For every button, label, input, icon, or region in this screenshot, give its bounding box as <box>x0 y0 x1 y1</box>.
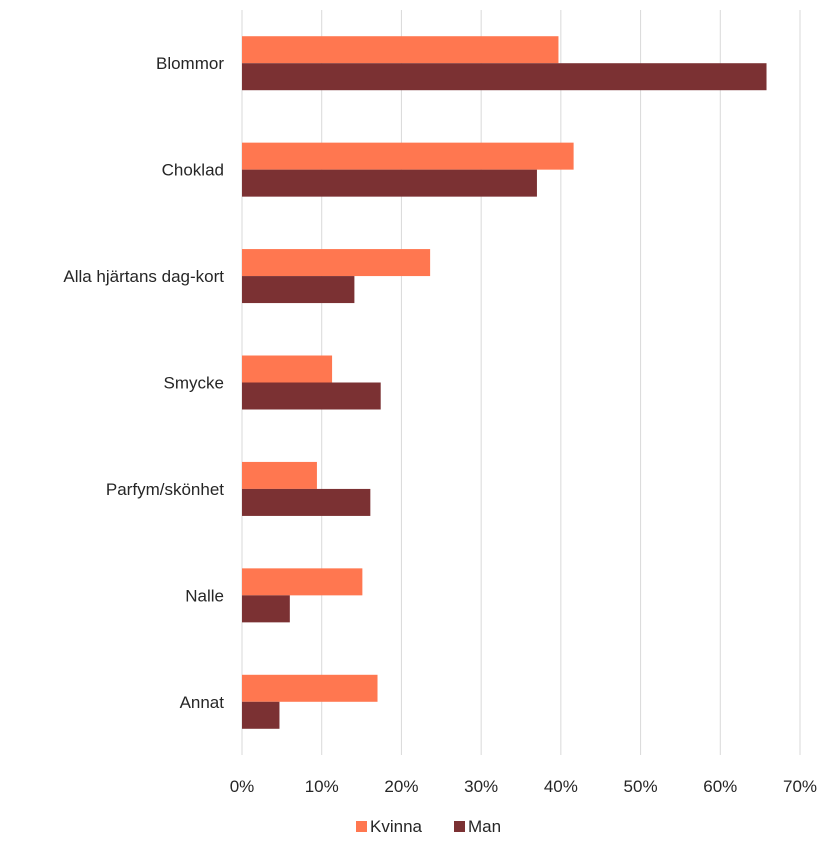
x-tick-label: 30% <box>464 777 498 796</box>
bar-man <box>242 63 767 91</box>
x-tick-label: 20% <box>384 777 418 796</box>
legend-label: Kvinna <box>370 817 423 836</box>
category-label: Smycke <box>164 374 224 393</box>
bar-man <box>242 276 355 304</box>
bar-kvinna <box>242 142 574 170</box>
x-tick-label: 70% <box>783 777 817 796</box>
legend-swatch <box>454 821 465 832</box>
bar-kvinna <box>242 36 559 64</box>
bar-kvinna <box>242 568 363 596</box>
gridlines <box>241 10 801 755</box>
x-tick-labels: 0% 10% 20% 30% 40% 50% 60% 70% <box>230 777 817 796</box>
bar-kvinna <box>242 461 317 489</box>
category-label: Alla hjärtans dag-kort <box>63 267 224 286</box>
bar-man <box>242 595 290 623</box>
x-tick-label: 50% <box>624 777 658 796</box>
x-tick-label: 0% <box>230 777 255 796</box>
legend: Kvinna Man <box>356 817 501 836</box>
bar-man <box>242 488 371 516</box>
x-tick-label: 10% <box>305 777 339 796</box>
x-tick-label: 60% <box>703 777 737 796</box>
legend-label: Man <box>468 817 501 836</box>
bars <box>242 36 767 729</box>
category-label: Annat <box>180 693 225 712</box>
category-labels: Blommor Choklad Alla hjärtans dag-kort Smyc… <box>63 54 224 712</box>
x-tick-label: 40% <box>544 777 578 796</box>
legend-swatch <box>356 821 367 832</box>
bar-man <box>242 701 280 729</box>
category-label: Choklad <box>162 161 224 180</box>
bar-kvinna <box>242 249 431 277</box>
bar-man <box>242 382 381 410</box>
category-label: Blommor <box>156 54 224 73</box>
bar-kvinna <box>242 355 333 383</box>
category-label: Parfym/skönhet <box>106 480 224 499</box>
bar-man <box>242 169 537 197</box>
bar-kvinna <box>242 674 378 702</box>
category-label: Nalle <box>185 586 224 605</box>
